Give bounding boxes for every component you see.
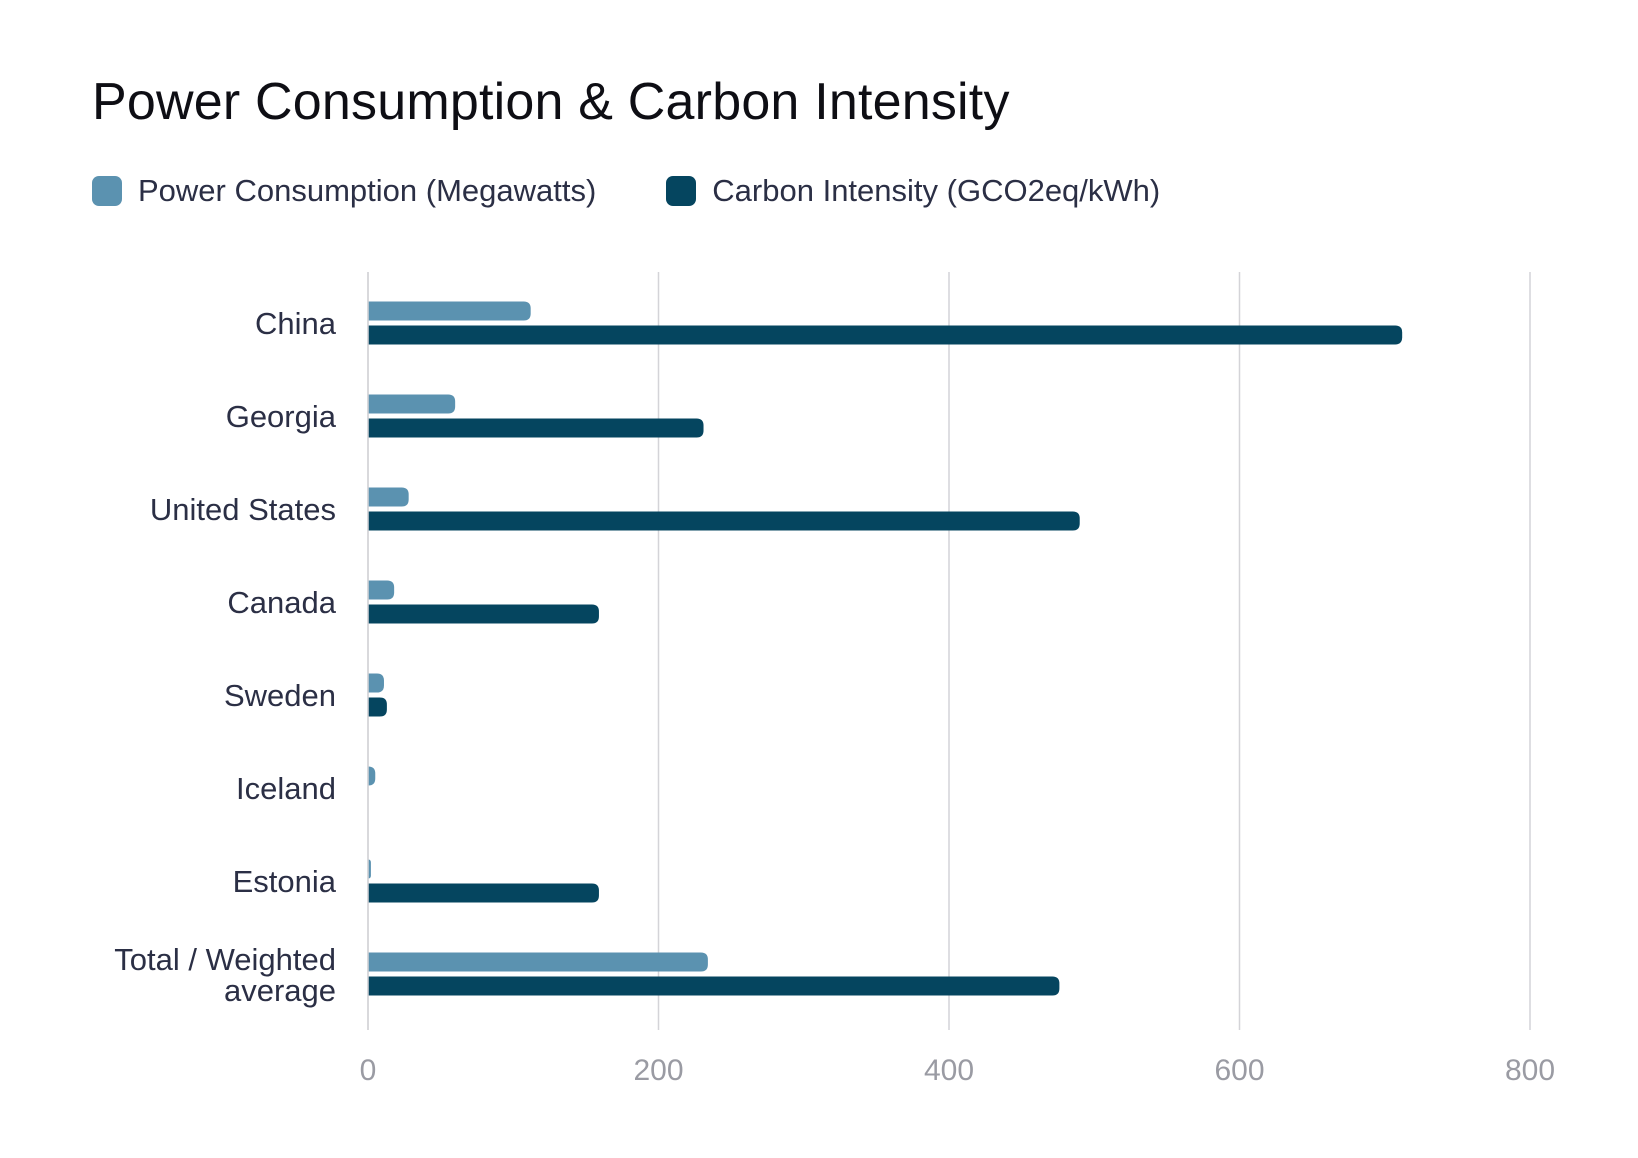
chart-title: Power Consumption & Carbon Intensity (92, 73, 1010, 131)
category-label: Iceland (236, 771, 336, 806)
bar-carbon (368, 976, 1060, 996)
bar-carbon (368, 604, 599, 624)
x-tick-label-0: 0 (360, 1054, 377, 1087)
bar-power (368, 301, 531, 321)
bar-power (368, 766, 376, 786)
bar-carbon (368, 418, 704, 438)
category-label: Estonia (233, 864, 337, 899)
category-label: China (255, 306, 337, 341)
bar-carbon (368, 883, 599, 903)
x-tick-label-800: 800 (1505, 1054, 1555, 1087)
x-tick-label-200: 200 (633, 1054, 683, 1087)
bar-carbon (368, 511, 1080, 531)
bar-power (368, 487, 409, 507)
legend-swatch-power (92, 176, 122, 206)
category-label: Total / Weighted average (114, 942, 336, 1008)
legend-label-carbon: Carbon Intensity (GCO2eq/kWh) (712, 173, 1161, 208)
bar-power (368, 580, 395, 600)
category-label: Georgia (226, 399, 337, 434)
legend-item-carbon: Carbon Intensity (GCO2eq/kWh) (666, 173, 1160, 209)
chart-legend: Power Consumption (Megawatts) Carbon Int… (92, 173, 1230, 209)
bar-power (368, 673, 384, 693)
bar-carbon (368, 325, 1403, 345)
category-label: Sweden (224, 678, 336, 713)
x-tick-label-600: 600 (1214, 1054, 1264, 1087)
legend-item-power: Power Consumption (Megawatts) (92, 173, 596, 209)
category-label: United States (150, 492, 336, 527)
legend-swatch-carbon (666, 176, 697, 206)
category-label: Canada (227, 585, 336, 620)
x-tick-label-400: 400 (924, 1054, 974, 1087)
bar-power (368, 394, 456, 414)
legend-label-power: Power Consumption (Megawatts) (138, 173, 597, 208)
bar-carbon (368, 697, 387, 717)
bar-power (368, 952, 708, 972)
